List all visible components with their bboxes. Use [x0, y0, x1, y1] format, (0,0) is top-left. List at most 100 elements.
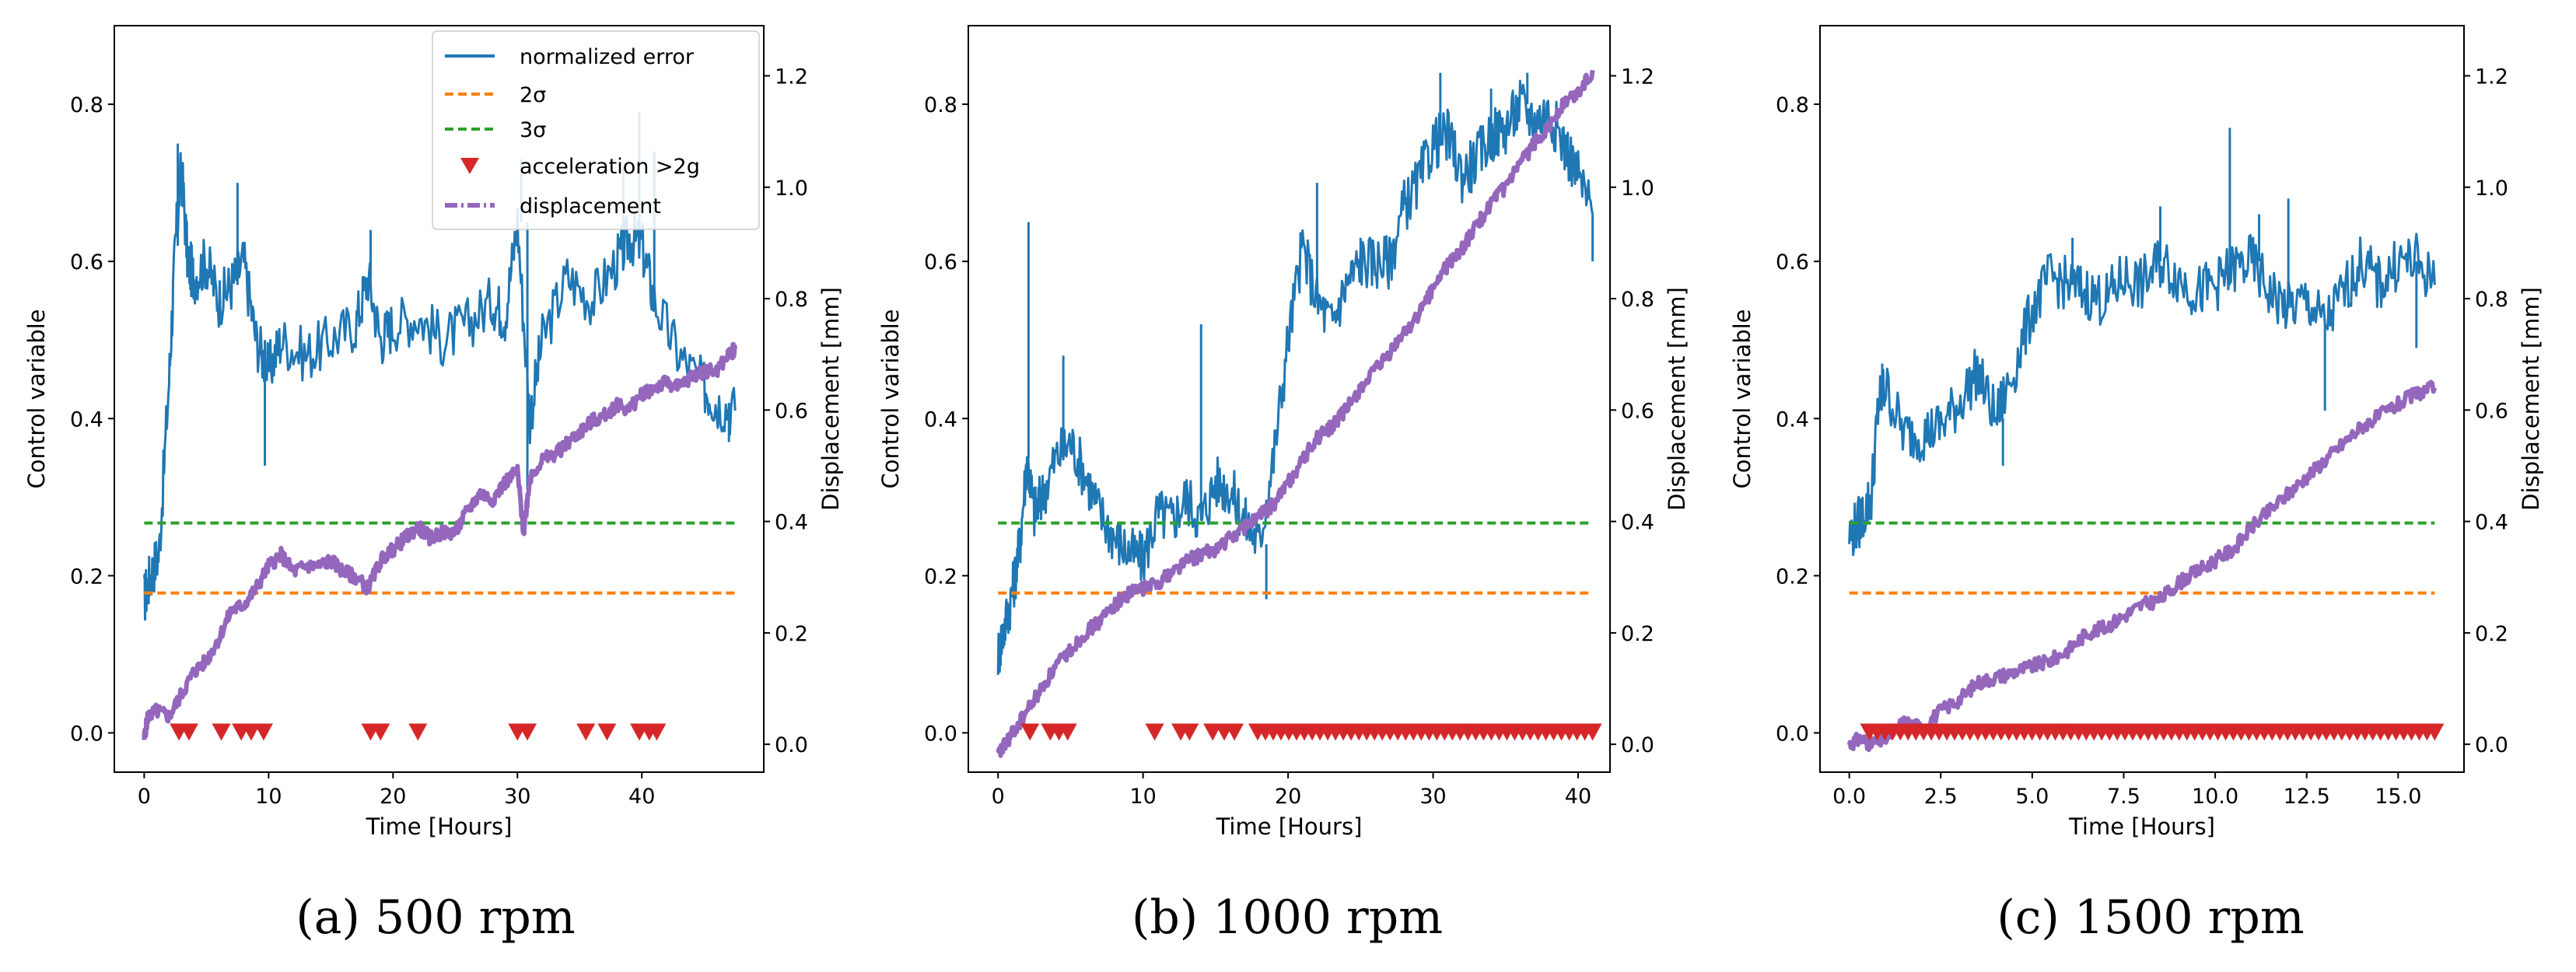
plot-data	[996, 69, 1602, 758]
x-axis-label: Time [Hours]	[1216, 813, 1363, 840]
plot-frame	[1819, 25, 2465, 773]
displacement-series-line	[996, 69, 1595, 758]
accel-event-marker	[597, 723, 617, 741]
y2-tick-label: 0.8	[2475, 288, 2508, 312]
y2-tick-label: 0.6	[1621, 399, 1654, 423]
legend: normalized error 2σ 3σ acceleration >2g …	[432, 30, 760, 230]
error-series-line	[996, 79, 1594, 675]
y2-axis-label: Displacement [mm]	[817, 287, 844, 511]
y-tick-label: 0.0	[70, 722, 103, 746]
y2-tick-label: 0.0	[2475, 733, 2508, 757]
error-series-line	[1848, 233, 2436, 557]
x-tick-label: 40	[1565, 785, 1591, 809]
x-tick-label: 0	[138, 785, 151, 809]
accel-event-marker	[1583, 723, 1602, 741]
x-tick-label: 10	[1129, 785, 1156, 809]
y2-axis-label: Displacement [mm]	[2518, 287, 2544, 511]
y2-tick-label: 1.0	[775, 177, 808, 201]
x-tick-label: 0	[992, 785, 1005, 809]
down-triangle-icon	[460, 158, 479, 174]
x-axis-label: Time [Hours]	[2068, 813, 2215, 840]
x-tick-label: 30	[1419, 785, 1446, 809]
y-tick-label: 0.6	[1776, 250, 1809, 274]
y2-tick-label: 1.2	[775, 65, 808, 89]
x-tick-label: 5.0	[2015, 785, 2049, 809]
x-tick-label: 2.5	[1924, 785, 1958, 809]
accel-event-marker	[371, 723, 390, 741]
legend-label-error: normalized error	[520, 45, 695, 69]
accel-event-marker	[212, 723, 231, 741]
legend-label-accel: acceleration >2g	[520, 155, 700, 179]
y2-tick-label: 0.8	[775, 288, 808, 312]
y-tick-label: 0.6	[70, 250, 103, 274]
y2-tick-label: 0.4	[775, 511, 808, 535]
y-tick-label: 0.4	[1776, 407, 1809, 432]
accel-event-marker	[1180, 723, 1199, 741]
y2-axis-label: Displacement [mm]	[1664, 287, 1690, 511]
x-tick-label: 40	[628, 785, 655, 809]
y-tick-label: 0.8	[1776, 93, 1809, 117]
legend-box	[432, 30, 760, 230]
legend-label-3sigma: 3σ	[520, 118, 546, 142]
x-tick-label: 15.0	[2375, 785, 2421, 809]
panel-c: 0.0 2.5 5.0 7.5 10.0 12.5 15.0 0.0 0.2 0.4 0.6 0.8 0…	[1729, 25, 2544, 840]
x-tick-label: 20	[1275, 785, 1301, 809]
y-tick-label: 0.2	[70, 565, 103, 589]
y2-tick-label: 1.2	[2475, 65, 2508, 89]
accel-event-marker	[1058, 723, 1077, 741]
y2-tick-label: 1.0	[1621, 177, 1654, 201]
y2-tick-label: 0.0	[1621, 733, 1654, 757]
x-tick-label: 12.5	[2284, 785, 2330, 809]
y-axis-label: Control variable	[877, 309, 904, 488]
displacement-series-line	[1846, 379, 2438, 753]
y-tick-label: 0.4	[70, 407, 103, 432]
x-tick-label: 7.5	[2107, 785, 2140, 809]
x-tick-label: 20	[380, 785, 406, 809]
y2-tick-label: 0.6	[2475, 399, 2508, 423]
accel-event-marker	[2425, 723, 2445, 741]
y-tick-label: 0.8	[70, 93, 103, 117]
accel-event-marker	[408, 723, 428, 741]
y2-tick-label: 0.8	[1621, 288, 1654, 312]
y-tick-label: 0.2	[1776, 565, 1809, 589]
accel-event-marker	[518, 723, 537, 741]
legend-label-2sigma: 2σ	[520, 83, 546, 107]
accel-event-marker	[1225, 723, 1244, 741]
caption-a: (a) 500 rpm	[296, 890, 575, 945]
y-tick-label: 0.6	[924, 250, 957, 274]
x-tick-label: 0.0	[1832, 785, 1866, 809]
y-tick-label: 0.4	[924, 407, 957, 432]
plot-data	[1846, 128, 2445, 753]
x-tick-label: 10	[255, 785, 282, 809]
accel-event-marker	[254, 723, 273, 741]
accel-event-marker	[241, 723, 261, 741]
y-tick-label: 0.8	[924, 93, 957, 117]
y2-tick-label: 0.4	[1621, 511, 1654, 535]
accel-event-marker	[1020, 723, 1040, 741]
panel-b: 0 10 20 30 40 0.0 0.2 0.4 0.6 0.8 0.0 0.2 0.4 0.6 0.8 1…	[877, 25, 1690, 840]
y-tick-label: 0.0	[1776, 722, 1809, 746]
y-axis-label: Control variable	[1729, 309, 1755, 488]
caption-b: (b) 1000 rpm	[1132, 890, 1443, 945]
x-tick-label: 30	[504, 785, 530, 809]
captions: (a) 500 rpm (b) 1000 rpm (c) 1500 rpm	[296, 890, 2304, 945]
y2-tick-label: 0.2	[1621, 622, 1654, 646]
y-tick-label: 0.0	[924, 722, 957, 746]
x-tick-label: 10.0	[2192, 785, 2238, 809]
accel-event-marker	[647, 723, 667, 741]
accel-event-marker	[179, 723, 198, 741]
y-axis-label: Control variable	[23, 309, 50, 488]
legend-label-displacement: displacement	[520, 194, 661, 219]
y2-tick-label: 1.0	[2475, 177, 2508, 201]
accel-event-marker	[576, 723, 596, 741]
caption-c: (c) 1500 rpm	[1997, 890, 2304, 945]
y-tick-label: 0.2	[924, 565, 957, 589]
y2-tick-label: 0.0	[775, 733, 808, 757]
y2-tick-label: 0.2	[2475, 622, 2508, 646]
x-axis-label: Time [Hours]	[366, 813, 513, 840]
accel-event-marker	[1145, 723, 1164, 741]
displacement-series-line	[142, 341, 738, 740]
y2-tick-label: 1.2	[1621, 65, 1654, 89]
y2-tick-label: 0.2	[775, 622, 808, 646]
